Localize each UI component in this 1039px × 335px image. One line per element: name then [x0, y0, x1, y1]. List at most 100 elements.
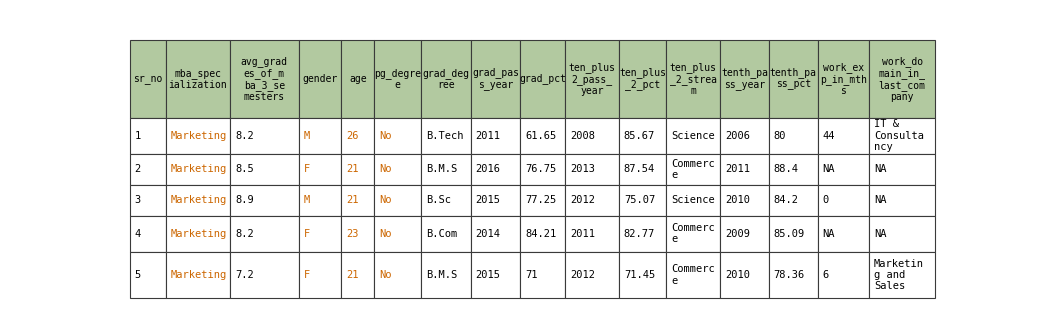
Bar: [720, 185, 769, 216]
Bar: [870, 40, 935, 118]
Bar: [720, 118, 769, 154]
Bar: [769, 40, 818, 118]
Text: F: F: [303, 229, 310, 239]
Text: work_do
main_in_
last_com
pany: work_do main_in_ last_com pany: [879, 56, 926, 102]
Bar: [619, 118, 666, 154]
Bar: [421, 216, 471, 252]
Text: B.Sc: B.Sc: [426, 195, 451, 205]
Text: NA: NA: [823, 229, 835, 239]
Bar: [471, 40, 521, 118]
Text: 21: 21: [346, 270, 358, 280]
Bar: [298, 40, 342, 118]
Text: Marketing: Marketing: [170, 229, 227, 239]
Text: ten_plus
2_pass_
year: ten_plus 2_pass_ year: [568, 62, 615, 96]
Text: 2006: 2006: [725, 131, 750, 141]
Bar: [521, 216, 565, 252]
Text: 88.4: 88.4: [774, 164, 799, 174]
Text: NA: NA: [874, 164, 886, 174]
Bar: [666, 216, 720, 252]
Bar: [521, 40, 565, 118]
Bar: [298, 252, 342, 298]
Bar: [342, 185, 374, 216]
Bar: [230, 216, 298, 252]
Text: NA: NA: [823, 164, 835, 174]
Text: 84.21: 84.21: [526, 229, 557, 239]
Text: No: No: [379, 270, 392, 280]
Text: 2010: 2010: [725, 270, 750, 280]
Bar: [619, 154, 666, 185]
Text: 6: 6: [823, 270, 829, 280]
Bar: [870, 252, 935, 298]
Bar: [769, 154, 818, 185]
Text: Marketing: Marketing: [170, 131, 227, 141]
Text: 87.54: 87.54: [623, 164, 655, 174]
Bar: [619, 185, 666, 216]
Text: Marketing: Marketing: [170, 195, 227, 205]
Bar: [818, 185, 870, 216]
Bar: [666, 185, 720, 216]
Text: 85.09: 85.09: [774, 229, 805, 239]
Text: 2009: 2009: [725, 229, 750, 239]
Text: 2013: 2013: [569, 164, 595, 174]
Text: Science: Science: [671, 195, 715, 205]
Text: pg_degre
e: pg_degre e: [374, 68, 421, 90]
Text: 80: 80: [774, 131, 787, 141]
Text: 75.07: 75.07: [623, 195, 655, 205]
Bar: [720, 216, 769, 252]
Text: F: F: [303, 164, 310, 174]
Text: 78.36: 78.36: [774, 270, 805, 280]
Text: Marketin
g and
Sales: Marketin g and Sales: [874, 259, 924, 291]
Bar: [374, 118, 421, 154]
Bar: [374, 252, 421, 298]
Bar: [166, 185, 230, 216]
Text: mba_spec
ialization: mba_spec ialization: [168, 68, 228, 90]
Text: No: No: [379, 195, 392, 205]
Bar: [870, 185, 935, 216]
Text: tenth_pa
ss_pct: tenth_pa ss_pct: [770, 67, 817, 90]
Text: No: No: [379, 229, 392, 239]
Bar: [769, 118, 818, 154]
Text: 0: 0: [823, 195, 829, 205]
Text: B.Tech: B.Tech: [426, 131, 463, 141]
Bar: [769, 252, 818, 298]
Text: 2008: 2008: [569, 131, 595, 141]
Bar: [421, 118, 471, 154]
Text: 4: 4: [135, 229, 141, 239]
Text: NA: NA: [874, 195, 886, 205]
Bar: [374, 154, 421, 185]
Text: 21: 21: [346, 164, 358, 174]
Text: 2010: 2010: [725, 195, 750, 205]
Bar: [130, 252, 166, 298]
Bar: [342, 252, 374, 298]
Bar: [769, 216, 818, 252]
Text: grad_pas
s_year: grad_pas s_year: [472, 67, 520, 90]
Bar: [342, 40, 374, 118]
Bar: [421, 252, 471, 298]
Text: 2011: 2011: [569, 229, 595, 239]
Bar: [421, 185, 471, 216]
Text: M: M: [303, 195, 310, 205]
Bar: [565, 118, 619, 154]
Bar: [230, 118, 298, 154]
Text: F: F: [303, 270, 310, 280]
Text: Commerc
e: Commerc e: [671, 264, 715, 285]
Text: 8.9: 8.9: [235, 195, 254, 205]
Text: NA: NA: [874, 229, 886, 239]
Text: 5: 5: [135, 270, 141, 280]
Bar: [619, 40, 666, 118]
Bar: [565, 40, 619, 118]
Text: 76.75: 76.75: [526, 164, 557, 174]
Text: 8.2: 8.2: [235, 229, 254, 239]
Text: 2016: 2016: [476, 164, 501, 174]
Text: 71: 71: [526, 270, 538, 280]
Bar: [298, 118, 342, 154]
Text: 1: 1: [135, 131, 141, 141]
Bar: [720, 154, 769, 185]
Text: 71.45: 71.45: [623, 270, 655, 280]
Bar: [471, 154, 521, 185]
Bar: [666, 118, 720, 154]
Bar: [565, 216, 619, 252]
Text: 26: 26: [346, 131, 358, 141]
Text: IT &
Consulta
ncy: IT & Consulta ncy: [874, 120, 924, 152]
Bar: [818, 252, 870, 298]
